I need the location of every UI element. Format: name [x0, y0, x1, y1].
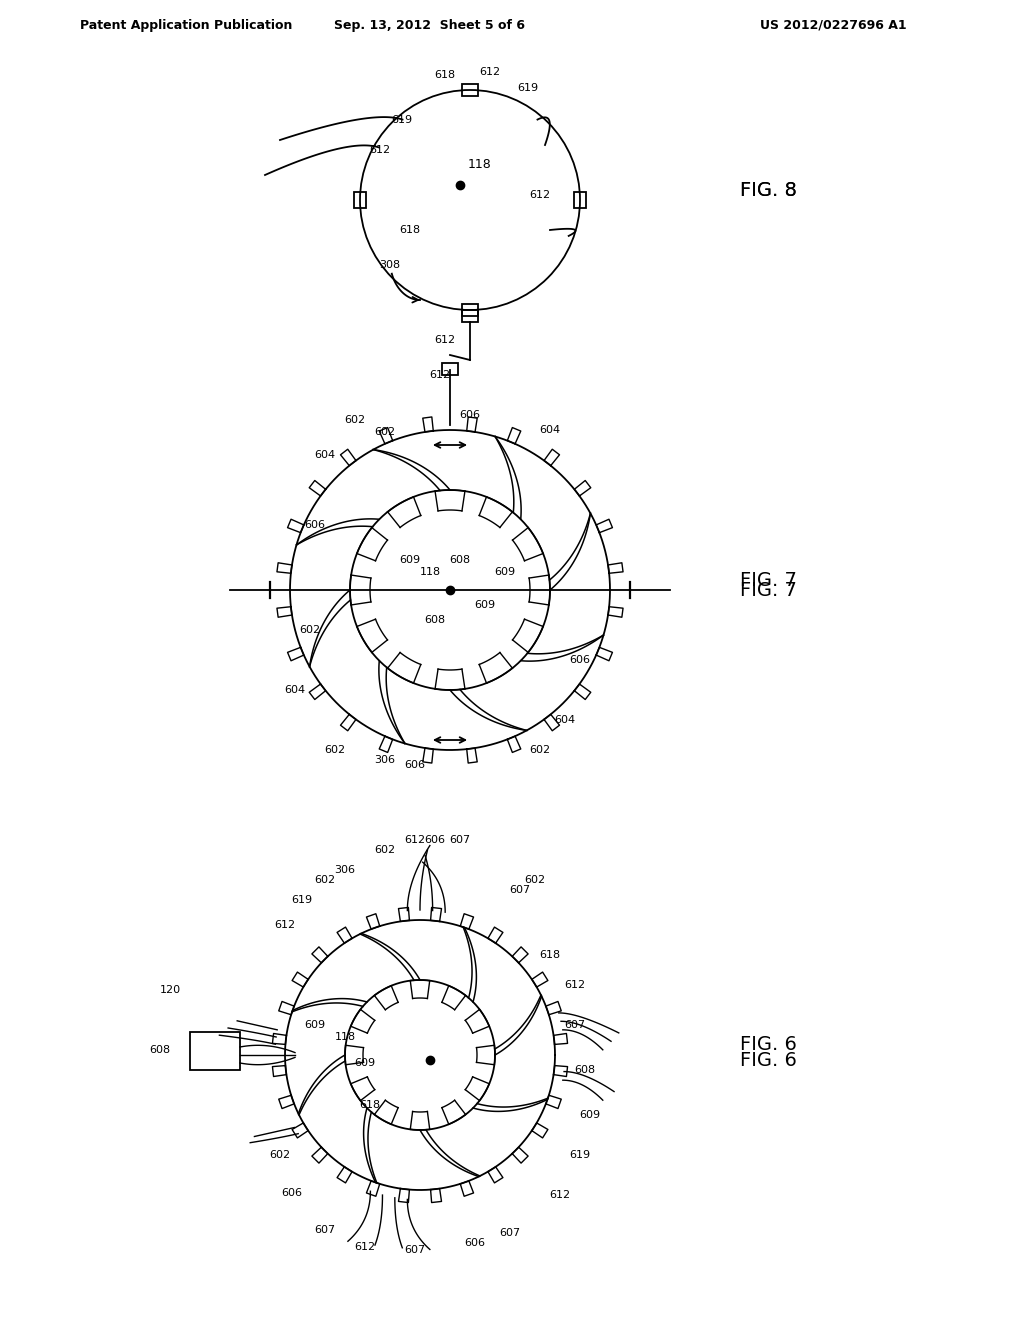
Text: Patent Application Publication: Patent Application Publication — [80, 18, 293, 32]
Text: 612: 612 — [429, 370, 451, 380]
Text: 306: 306 — [335, 865, 355, 875]
Text: 306: 306 — [375, 755, 395, 766]
Text: 608: 608 — [150, 1045, 171, 1055]
Text: 607: 607 — [564, 1020, 586, 1030]
Text: 619: 619 — [292, 895, 312, 906]
Text: 606: 606 — [404, 760, 426, 770]
Text: 606: 606 — [282, 1188, 302, 1199]
Text: 609: 609 — [354, 1059, 376, 1068]
Text: 602: 602 — [375, 426, 395, 437]
Text: 618: 618 — [359, 1100, 381, 1110]
Text: FIG. 6: FIG. 6 — [740, 1035, 797, 1055]
Bar — [462, 310, 478, 322]
Text: 602: 602 — [375, 845, 395, 855]
Text: 602: 602 — [344, 414, 366, 425]
Text: 118: 118 — [420, 568, 440, 577]
Text: 604: 604 — [314, 450, 336, 459]
Text: 618: 618 — [540, 950, 560, 960]
Text: 602: 602 — [529, 744, 551, 755]
Text: 612: 612 — [354, 1242, 376, 1251]
Bar — [574, 191, 586, 209]
Text: 607: 607 — [500, 1228, 520, 1238]
Text: 608: 608 — [450, 554, 471, 565]
Text: 118: 118 — [335, 1032, 355, 1041]
Text: FIG. 6: FIG. 6 — [740, 1051, 797, 1069]
Text: 618: 618 — [399, 224, 421, 235]
Text: 609: 609 — [495, 568, 515, 577]
Text: Sep. 13, 2012  Sheet 5 of 6: Sep. 13, 2012 Sheet 5 of 6 — [335, 18, 525, 32]
Bar — [462, 304, 478, 315]
Text: 608: 608 — [424, 615, 445, 624]
Text: 120: 120 — [160, 985, 180, 995]
Text: FIG. 8: FIG. 8 — [740, 181, 797, 199]
Text: 606: 606 — [465, 1238, 485, 1247]
Text: 619: 619 — [517, 83, 539, 92]
Text: 619: 619 — [391, 115, 413, 125]
Text: 606: 606 — [569, 655, 591, 665]
Text: 612: 612 — [564, 979, 586, 990]
Text: 604: 604 — [540, 425, 560, 436]
Text: 604: 604 — [284, 685, 305, 696]
Text: 606: 606 — [425, 836, 445, 845]
Text: FIG. 7: FIG. 7 — [740, 570, 797, 590]
Text: 602: 602 — [299, 624, 319, 635]
Text: 612: 612 — [434, 335, 456, 345]
Text: 606: 606 — [460, 411, 480, 420]
Bar — [354, 191, 366, 209]
Text: 607: 607 — [509, 884, 530, 895]
Text: 609: 609 — [399, 554, 421, 565]
Text: 612: 612 — [404, 836, 426, 845]
Text: 609: 609 — [304, 1020, 326, 1030]
Text: 618: 618 — [434, 70, 456, 81]
Bar — [442, 363, 458, 375]
Text: 609: 609 — [580, 1110, 600, 1119]
Text: 607: 607 — [404, 1245, 426, 1255]
Text: 612: 612 — [479, 67, 501, 77]
Text: 118: 118 — [468, 158, 492, 172]
Text: 602: 602 — [325, 744, 345, 755]
Text: 602: 602 — [269, 1150, 291, 1160]
Text: 612: 612 — [529, 190, 551, 201]
Text: 308: 308 — [380, 260, 400, 271]
Text: 619: 619 — [569, 1150, 591, 1160]
Text: 604: 604 — [554, 715, 575, 725]
Text: 606: 606 — [304, 520, 326, 531]
Text: 609: 609 — [474, 601, 496, 610]
Text: FIG. 7: FIG. 7 — [740, 581, 797, 599]
Text: 612: 612 — [550, 1191, 570, 1200]
Bar — [462, 84, 478, 96]
Text: 612: 612 — [370, 145, 390, 154]
Text: 602: 602 — [314, 875, 336, 884]
Text: FIG. 8: FIG. 8 — [740, 181, 797, 199]
Text: 607: 607 — [450, 836, 471, 845]
Text: 607: 607 — [314, 1225, 336, 1236]
Text: 608: 608 — [574, 1065, 596, 1074]
Text: 602: 602 — [524, 875, 546, 884]
Text: US 2012/0227696 A1: US 2012/0227696 A1 — [760, 18, 906, 32]
Bar — [190, 1032, 240, 1071]
Text: 612: 612 — [274, 920, 296, 931]
